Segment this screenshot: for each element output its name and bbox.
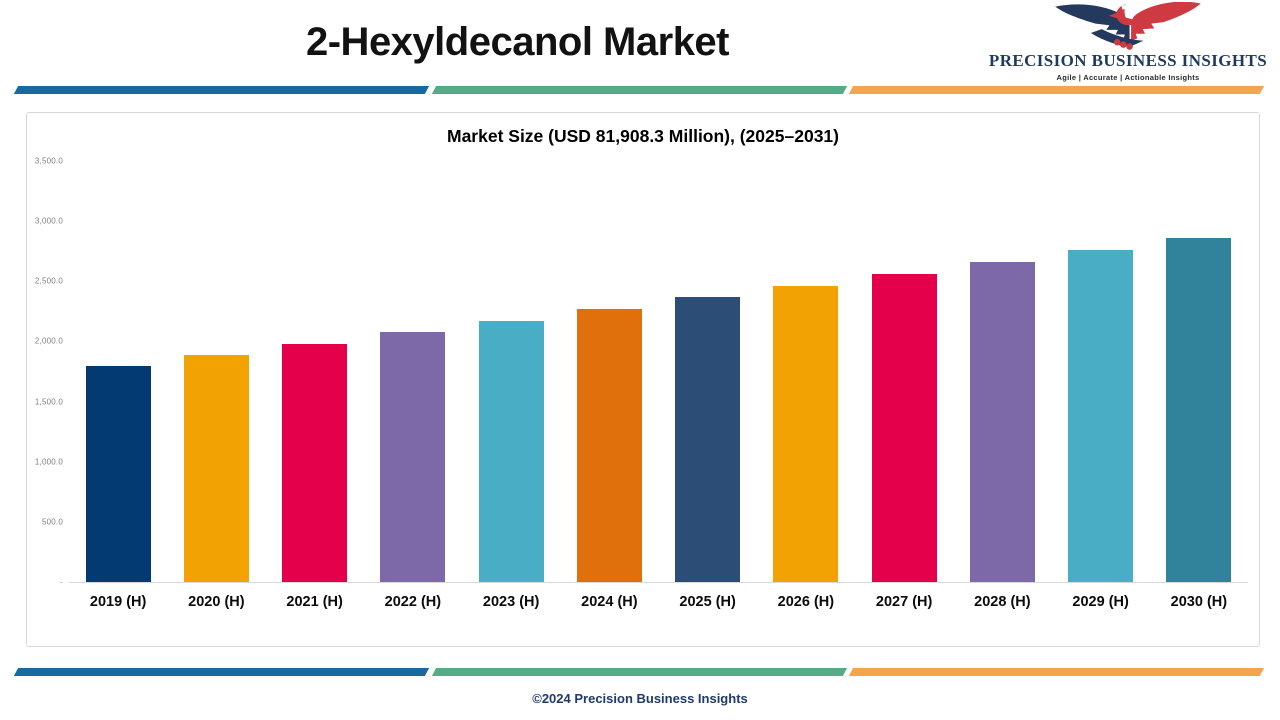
logo: PRECISION BUSINESS INSIGHTS Agile | Accu… <box>982 2 1274 82</box>
x-axis-label: 2029 (H) <box>1072 594 1129 610</box>
chart-title: Market Size (USD 81,908.3 Million), (202… <box>447 126 839 146</box>
bar-slot <box>560 161 658 582</box>
bars-row <box>69 161 1248 582</box>
bar-2028-h <box>969 262 1035 582</box>
x-axis-label: 2024 (H) <box>581 594 638 610</box>
x-axis-label: 2027 (H) <box>875 594 933 610</box>
eagle-logo-icon <box>1055 2 1201 50</box>
y-axis: 3,500.0 3,000.0 2,500.0 2,000.0 1,500.0 1,000… <box>27 157 63 587</box>
bar-slot <box>364 161 462 582</box>
bar-slot <box>855 161 953 582</box>
top-divider-stripe <box>13 86 1265 94</box>
plot-area <box>69 161 1248 583</box>
x-axis-label: 2028 (H) <box>974 594 1031 610</box>
bar-2024-h <box>576 308 642 582</box>
y-tick-label: 1,500.0 <box>34 397 63 407</box>
y-tick-label: 1,000.0 <box>34 457 63 467</box>
stripe-segment-orange <box>849 86 1265 94</box>
stripe-segment-blue <box>13 86 429 94</box>
stripe-segment-orange <box>849 668 1265 676</box>
y-tick-label: 500.0 <box>41 517 63 527</box>
bar-slot <box>462 161 560 582</box>
bar-2019-h <box>85 365 151 582</box>
y-tick-label: 3,500.0 <box>34 156 63 166</box>
bar-2022-h <box>380 331 446 582</box>
page-title: 2-Hexyldecanol Market <box>305 20 730 64</box>
bar-slot <box>1052 161 1150 582</box>
y-tick-label: 3,000.0 <box>34 216 63 226</box>
x-axis-label: 2021 (H) <box>286 594 343 610</box>
x-axis-label: 2026 (H) <box>777 594 835 610</box>
x-axis-label: 2019 (H) <box>89 594 147 610</box>
x-axis-label: 2020 (H) <box>188 594 245 610</box>
bar-2030-h <box>1166 237 1232 582</box>
bar-2026-h <box>773 286 839 582</box>
bar-2020-h <box>183 354 249 582</box>
x-axis-label: 2025 (H) <box>679 594 736 610</box>
chart-card: Market Size (USD 81,908.3 Million), (202… <box>26 112 1260 647</box>
x-axis-label: 2030 (H) <box>1170 594 1228 610</box>
footer-text: ©2024 Precision Business Insights <box>532 691 748 706</box>
x-axis-labels: 2019 (H) 2020 (H) 2021 (H) 2022 (H) 2023 (H)… <box>69 594 1248 610</box>
bar-2029-h <box>1068 250 1134 582</box>
stripe-segment-blue <box>13 668 429 676</box>
bar-slot <box>953 161 1051 582</box>
bar-slot <box>757 161 855 582</box>
bar-2021-h <box>282 343 348 582</box>
bar-slot <box>69 161 167 582</box>
x-axis-label: 2022 (H) <box>384 594 442 610</box>
bottom-divider-stripe <box>13 668 1265 676</box>
x-axis-label: 2023 (H) <box>482 594 540 610</box>
stripe-segment-green <box>431 668 847 676</box>
bar-2027-h <box>871 274 937 582</box>
bar-2023-h <box>478 320 544 582</box>
stripe-segment-green <box>431 86 847 94</box>
logo-name: PRECISION BUSINESS INSIGHTS <box>988 51 1268 70</box>
bar-2025-h <box>675 296 741 582</box>
y-tick-label: - <box>60 577 63 587</box>
bar-slot <box>1150 161 1248 582</box>
bar-slot <box>659 161 757 582</box>
x-axis-line <box>69 582 1248 583</box>
y-tick-label: 2,500.0 <box>34 276 63 286</box>
bar-slot <box>266 161 364 582</box>
bar-slot <box>167 161 265 582</box>
y-tick-label: 2,000.0 <box>34 336 63 346</box>
logo-tagline: Agile | Accurate | Actionable Insights <box>1056 73 1200 82</box>
